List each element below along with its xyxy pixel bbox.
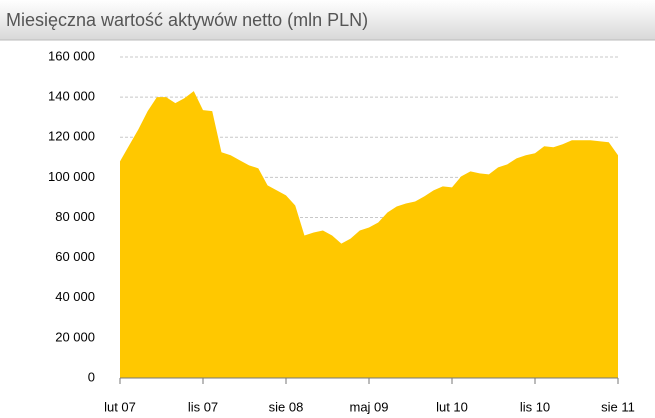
y-tick-label: 140 000 [48, 89, 95, 104]
x-tick-label: maj 09 [349, 399, 388, 414]
y-tick-label: 60 000 [55, 249, 95, 264]
x-tick-label: sie 08 [269, 399, 304, 414]
area [120, 91, 618, 378]
chart-title: Miesięczna wartość aktywów netto (mln PL… [6, 10, 368, 30]
y-tick-label: 80 000 [55, 209, 95, 224]
title-bar [0, 0, 655, 40]
y-tick-label: 40 000 [55, 289, 95, 304]
x-tick-label: lis 10 [520, 399, 550, 414]
y-tick-label: 100 000 [48, 169, 95, 184]
x-tick-label: lis 07 [188, 399, 218, 414]
y-tick-label: 160 000 [48, 48, 95, 63]
y-tick-label: 20 000 [55, 329, 95, 344]
x-tick-label: lut 07 [104, 399, 136, 414]
y-tick-label: 120 000 [48, 129, 95, 144]
x-tick-label: sie 11 [601, 399, 635, 414]
y-tick-label: 0 [88, 369, 95, 384]
x-tick-label: lut 10 [436, 399, 468, 414]
